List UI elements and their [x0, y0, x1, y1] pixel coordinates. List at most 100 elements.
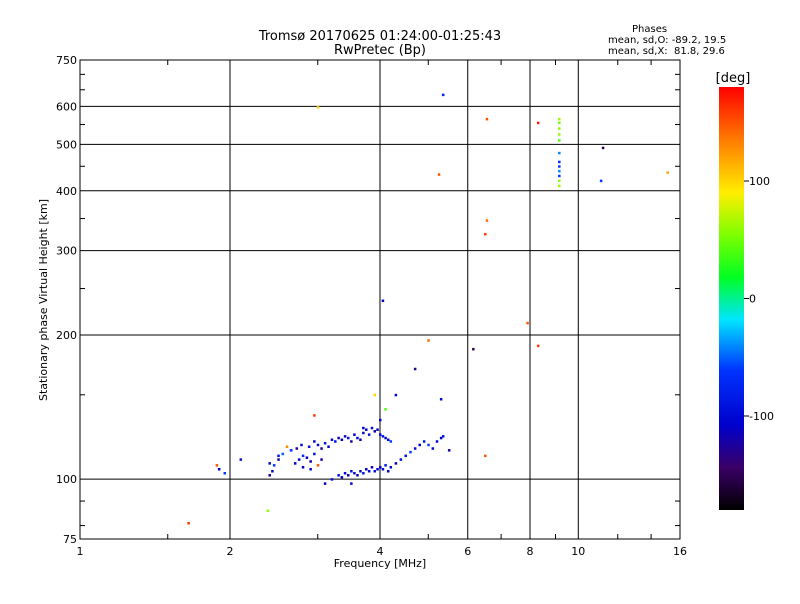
data-point	[365, 428, 368, 431]
data-point	[266, 509, 270, 513]
colorbar-tick-label: 100	[749, 175, 770, 188]
x-tick-label: 4	[377, 545, 384, 558]
phases-x-mode: mean, sd,X: 81.8, 29.6	[608, 46, 725, 57]
data-point	[316, 464, 320, 467]
data-point	[330, 478, 334, 481]
data-point	[599, 179, 603, 183]
data-point	[297, 458, 301, 461]
data-point	[379, 433, 382, 436]
x-axis-ticks: 1 2 4 6 8 10 16	[77, 545, 688, 558]
x-tick-label: 2	[227, 545, 234, 558]
chart-title: Tromsø 20170625 01:24:00-01:25:43	[258, 29, 501, 44]
data-point	[346, 474, 350, 477]
data-point	[394, 462, 398, 465]
data-point	[472, 347, 475, 351]
data-point	[386, 469, 390, 473]
data-point	[350, 482, 353, 485]
y-tick-label: 75	[63, 533, 77, 546]
data-point	[381, 299, 385, 303]
data-point	[435, 440, 439, 443]
data-point	[268, 462, 271, 465]
data-point	[441, 93, 445, 97]
y-tick-label: 500	[56, 138, 77, 151]
data-point	[313, 440, 316, 443]
data-point	[413, 447, 417, 450]
data-point	[271, 469, 274, 473]
data-point	[441, 435, 445, 438]
data-point	[384, 464, 387, 467]
data-point	[309, 460, 312, 463]
data-point	[293, 462, 297, 465]
data-point	[427, 443, 430, 447]
data-point	[362, 431, 365, 435]
x-tick-label: 10	[571, 545, 585, 558]
data-point	[558, 133, 561, 136]
data-point	[381, 468, 385, 471]
data-point	[301, 454, 305, 458]
data-point	[399, 458, 403, 461]
data-point	[343, 472, 347, 475]
data-point	[558, 139, 561, 142]
data-point	[295, 447, 299, 450]
data-point	[323, 482, 327, 485]
data-point	[334, 440, 337, 443]
colorbar-tick-label: -100	[749, 410, 774, 423]
grid-lines	[80, 60, 680, 539]
data-point	[307, 445, 311, 448]
data-point	[413, 367, 417, 371]
x-tick-label: 16	[673, 545, 687, 558]
colorbar: [deg] -100 0 100	[716, 71, 774, 510]
y-axis-ticks: 75 100 200 300 400 500 600 750	[56, 54, 77, 546]
data-point	[485, 219, 489, 222]
data-point	[370, 426, 374, 430]
data-point	[305, 456, 309, 459]
y-tick-label: 600	[56, 100, 77, 113]
data-point	[281, 452, 285, 456]
data-point	[558, 160, 561, 164]
x-tick-label: 1	[77, 545, 84, 558]
data-point	[484, 232, 487, 236]
data-point	[373, 393, 377, 397]
colorbar-gradient	[719, 87, 744, 510]
data-point	[422, 440, 426, 443]
y-tick-label: 200	[56, 329, 77, 342]
data-point	[289, 449, 293, 452]
data-point	[601, 146, 605, 150]
data-point	[439, 398, 443, 401]
data-point	[337, 474, 340, 477]
x-axis-label: Frequency [MHz]	[334, 557, 426, 570]
data-point	[373, 430, 377, 433]
data-point	[356, 436, 359, 440]
data-point	[558, 184, 561, 188]
data-point	[316, 106, 320, 109]
data-point	[558, 127, 561, 130]
data-point	[367, 433, 371, 436]
data-point	[386, 438, 390, 442]
data-point	[447, 449, 451, 452]
data-point	[223, 472, 227, 475]
data-point	[558, 121, 561, 125]
data-point	[340, 476, 344, 479]
plot-frame	[79, 59, 681, 540]
data-point	[373, 469, 377, 473]
data-point	[431, 447, 435, 450]
data-point	[300, 443, 303, 447]
data-point	[389, 466, 393, 469]
colorbar-label: [deg]	[716, 71, 751, 86]
data-point	[359, 469, 362, 473]
data-point	[272, 464, 276, 467]
y-axis-label: Stationary phase Virtual Height [km]	[37, 199, 50, 401]
data-point	[285, 445, 289, 448]
data-point	[320, 447, 323, 450]
y-tick-label: 400	[56, 185, 77, 198]
data-point	[301, 466, 305, 469]
data-point	[666, 171, 669, 174]
data-point	[485, 117, 489, 121]
data-point	[536, 344, 540, 348]
data-point	[239, 458, 243, 461]
y-tick-label: 100	[56, 473, 77, 486]
data-point	[362, 426, 365, 430]
data-point	[353, 472, 356, 475]
data-point	[384, 408, 387, 411]
